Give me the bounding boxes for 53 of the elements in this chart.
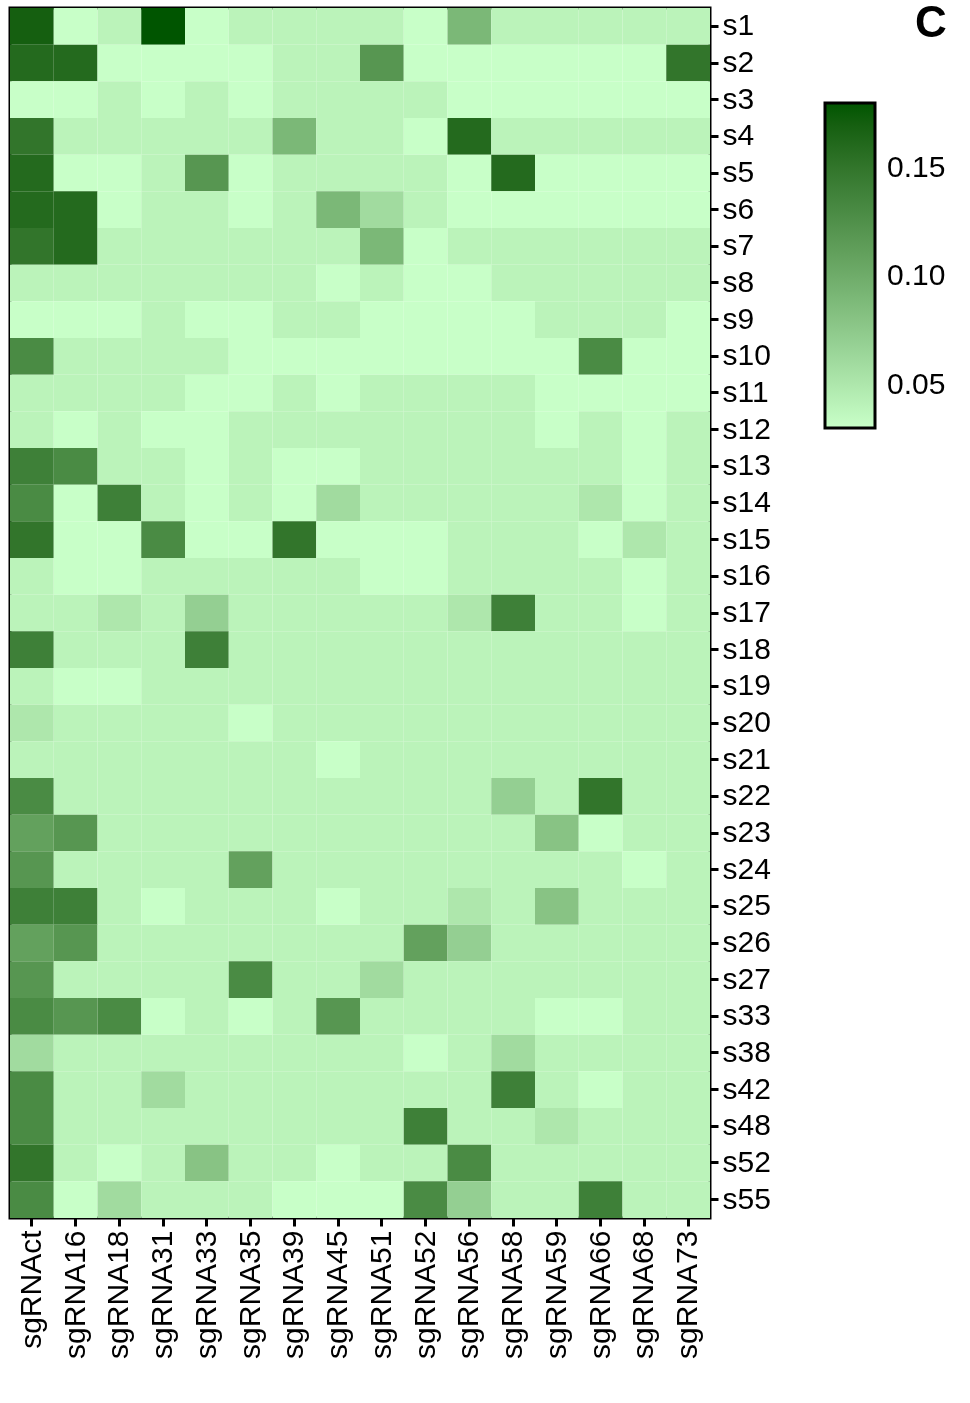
- x-tick-label: sgRNA45: [320, 1230, 354, 1359]
- x-tick-label: sgRNA31: [145, 1230, 179, 1359]
- y-tick-label: s1: [722, 8, 755, 42]
- y-tick-label: s24: [722, 851, 771, 885]
- x-tick-label: sgRNA52: [407, 1230, 441, 1359]
- y-tick-label: s20: [722, 705, 771, 738]
- color-bar-label: 0.10: [887, 258, 946, 292]
- y-tick-label: s38: [722, 1035, 771, 1068]
- x-tick-label: sgRNAct: [13, 1229, 47, 1349]
- y-tick-label: s3: [722, 81, 755, 115]
- y-tick-label: s48: [722, 1108, 771, 1142]
- y-tick-label: s18: [722, 631, 771, 665]
- y-tick-label: s16: [722, 558, 771, 592]
- y-tick-label: s21: [722, 741, 771, 775]
- color-bar-label: 0.05: [887, 366, 946, 400]
- y-tick-label: s14: [722, 485, 771, 518]
- x-tick-label: sgRNA18: [101, 1230, 135, 1359]
- x-tick-label: sgRNA58: [495, 1230, 529, 1359]
- y-tick-label: s5: [722, 155, 755, 188]
- y-tick-label: s25: [722, 888, 771, 922]
- y-tick-label: s42: [722, 1071, 771, 1105]
- x-tick-label: sgRNA66: [582, 1230, 616, 1359]
- x-tick-label: sgRNA56: [451, 1230, 485, 1359]
- y-tick-label: s23: [722, 815, 771, 848]
- color-bar-label: 0.15: [887, 150, 946, 183]
- y-tick-label: s4: [722, 118, 755, 152]
- x-tick-label: sgRNA16: [57, 1230, 91, 1359]
- x-tick-label: sgRNA51: [363, 1230, 397, 1359]
- y-tick-label: s2: [722, 45, 755, 78]
- y-tick-label: s22: [722, 778, 771, 812]
- x-tick-label: sgRNA33: [188, 1230, 222, 1359]
- y-tick-label: s17: [722, 595, 771, 628]
- x-tick-label: sgRNA59: [538, 1230, 572, 1359]
- x-tick-label: sgRNA68: [626, 1230, 660, 1359]
- x-tick-label: sgRNA35: [232, 1230, 266, 1359]
- y-tick-label: s15: [722, 521, 771, 555]
- y-tick-label: s26: [722, 925, 771, 958]
- y-tick-label: s8: [722, 265, 755, 298]
- y-tick-label: s19: [722, 668, 771, 702]
- text: C: [915, 0, 947, 46]
- y-tick-label: s55: [722, 1181, 771, 1215]
- y-tick-label: s10: [722, 338, 771, 372]
- y-tick-label: s12: [722, 411, 771, 445]
- y-tick-label: s13: [722, 448, 771, 482]
- x-tick-label: sgRNA73: [670, 1230, 704, 1359]
- y-tick-label: s27: [722, 961, 771, 995]
- x-tick-label: sgRNA39: [276, 1230, 310, 1359]
- y-tick-label: s7: [722, 228, 755, 262]
- y-tick-label: s6: [722, 191, 755, 225]
- y-tick-label: s9: [722, 301, 755, 335]
- y-tick-label: s33: [722, 998, 771, 1032]
- y-tick-label: s52: [722, 1145, 771, 1178]
- y-tick-label: s11: [722, 375, 769, 408]
